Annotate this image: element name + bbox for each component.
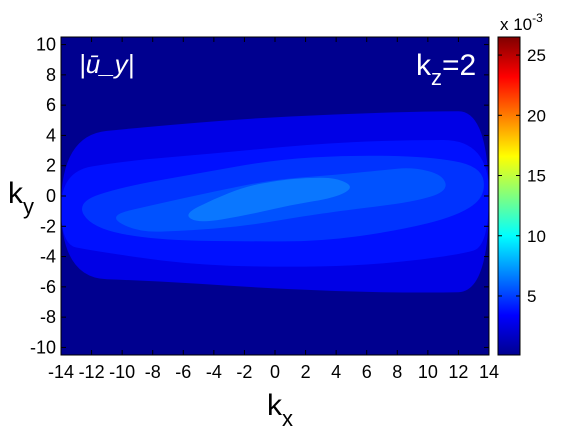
colorbar-gradient xyxy=(497,36,521,356)
y-tick-label: -2 xyxy=(40,216,56,236)
colorbar: 5 10 15 20 25 x 10-3 xyxy=(497,11,546,356)
y-tick-label: 10 xyxy=(36,35,56,55)
x-tick-label: -4 xyxy=(206,362,222,382)
y-axis: -10 -8 -6 -4 -2 0 2 4 6 8 10 xyxy=(30,35,489,357)
kz-annotation: kz=2 xyxy=(416,49,476,90)
y-tick-label: 0 xyxy=(46,186,56,206)
colorbar-tick-label: 5 xyxy=(527,287,536,306)
x-tick-label: 0 xyxy=(270,362,280,382)
x-axis-label: kx xyxy=(267,389,293,431)
colorbar-exponent: x 10-3 xyxy=(500,11,543,34)
x-axis: -14 -12 -10 -8 -6 -4 -2 0 2 4 6 8 10 12 14 xyxy=(48,37,499,382)
y-tick-label: -4 xyxy=(40,247,56,267)
contour-layer xyxy=(61,111,489,293)
y-axis-label: ky xyxy=(8,177,34,219)
y-tick-label: 6 xyxy=(46,95,56,115)
colorbar-tick-label: 10 xyxy=(527,227,546,246)
colorbar-ticks: 5 10 15 20 25 xyxy=(498,46,546,306)
x-tick-label: 12 xyxy=(448,362,468,382)
y-tick-label: -6 xyxy=(40,277,56,297)
x-tick-label: 14 xyxy=(479,362,499,382)
heatmap-plot-area xyxy=(60,36,490,356)
x-tick-label: -6 xyxy=(175,362,191,382)
y-tick-label: 8 xyxy=(46,65,56,85)
y-tick-label: 4 xyxy=(46,125,56,145)
y-tick-label: -8 xyxy=(40,307,56,327)
x-tick-label: -8 xyxy=(145,362,161,382)
x-tick-label: 4 xyxy=(331,362,341,382)
colorbar-tick-label: 15 xyxy=(527,167,546,186)
x-tick-label: -10 xyxy=(109,362,135,382)
x-tick-label: -12 xyxy=(79,362,105,382)
x-tick-label: 10 xyxy=(418,362,438,382)
x-tick-label: 6 xyxy=(362,362,372,382)
x-tick-label: 2 xyxy=(301,362,311,382)
y-tick-label: -10 xyxy=(30,337,56,357)
colorbar-tick-label: 20 xyxy=(527,106,546,125)
colorbar-tick-label: 25 xyxy=(527,46,546,65)
y-tick-label: 2 xyxy=(46,156,56,176)
contour-level-5 xyxy=(188,177,350,222)
x-tick-label: -14 xyxy=(48,362,74,382)
x-tick-label: -2 xyxy=(236,362,252,382)
x-tick-label: 8 xyxy=(392,362,402,382)
field-annotation: |ū_y| xyxy=(79,49,134,79)
